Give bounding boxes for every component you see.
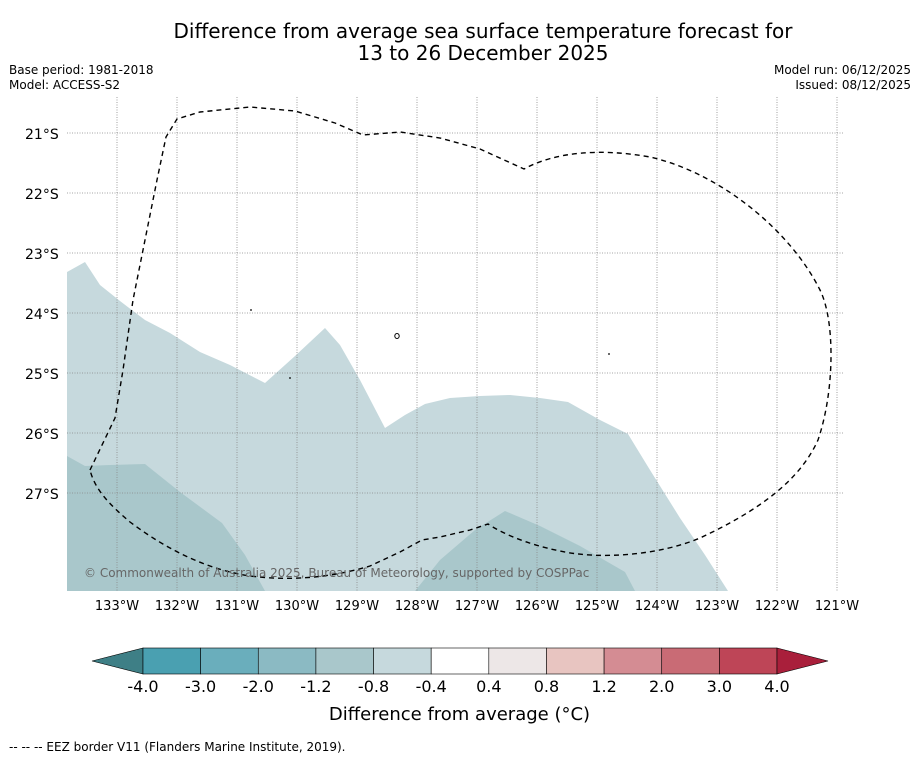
anomaly-region-dark-west — [67, 456, 265, 591]
colorbar-segment — [488, 647, 547, 675]
lon-label: 122°W — [755, 599, 799, 614]
lon-label: 123°W — [695, 599, 739, 614]
colorbar-tick-label: -4.0 — [127, 677, 158, 696]
lon-label: 129°W — [335, 599, 379, 614]
colorbar-tick-label: -2.0 — [243, 677, 274, 696]
colorbar-extend-low — [91, 647, 144, 675]
lat-label: 23°S — [25, 247, 59, 263]
colorbar-tick-label: 1.2 — [591, 677, 616, 696]
colorbar-segment — [430, 647, 490, 675]
colorbar-tick-label: -0.8 — [358, 677, 389, 696]
colorbar-extend-high — [776, 647, 829, 675]
colorbar-segment — [373, 647, 432, 675]
colorbar-tick-label: 0.8 — [534, 677, 559, 696]
copyright-text: © Commonwealth of Australia 2025, Bureau… — [84, 566, 589, 580]
anomaly-region-light — [67, 262, 728, 591]
colorbar-segment — [142, 647, 201, 675]
colorbar-tick-label: -3.0 — [185, 677, 216, 696]
lon-label: 127°W — [455, 599, 499, 614]
lon-label: 126°W — [515, 599, 559, 614]
lon-label: 130°W — [275, 599, 319, 614]
colorbar-labels: -4.0 -3.0 -2.0 -1.2 -0.8 -0.4 0.4 0.8 1.2 2.0 3.0 4… — [127, 677, 789, 696]
lon-label: 128°W — [395, 599, 439, 614]
island — [289, 377, 291, 379]
map-title-line1: Difference from average sea surface temp… — [173, 19, 793, 43]
island — [250, 309, 252, 311]
issued-text: Issued: 08/12/2025 — [795, 78, 911, 92]
colorbar-tick-label: 4.0 — [764, 677, 789, 696]
lon-labels: 133°W 132°W 131°W 130°W 129°W 128°W 127°… — [95, 599, 859, 614]
lat-label: 25°S — [25, 367, 59, 383]
lat-label: 26°S — [25, 427, 59, 443]
meta-right: Model run: 06/12/2025 Issued: 08/12/2025 — [774, 63, 911, 93]
lon-label: 121°W — [815, 599, 859, 614]
lon-label: 124°W — [635, 599, 679, 614]
footnote: -- -- -- EEZ border V11 (Flanders Marine… — [9, 740, 346, 754]
colorbar-segment — [315, 647, 374, 675]
lat-labels: 21°S 22°S 23°S 24°S 25°S 26°S 27°S — [25, 127, 59, 503]
lon-label: 133°W — [95, 599, 139, 614]
map-area: © Commonwealth of Australia 2025, Bureau… — [67, 97, 843, 591]
lat-label: 22°S — [25, 187, 59, 203]
colorbar-title: Difference from average (°C) — [328, 704, 591, 725]
colorbar-segment — [661, 647, 720, 675]
colorbar-tick-label: -0.4 — [416, 677, 447, 696]
map-title-line2: 13 to 26 December 2025 — [357, 41, 609, 65]
map-figure: © Commonwealth of Australia 2025, Bureau… — [25, 97, 859, 696]
colorbar-tick-label: 0.4 — [476, 677, 501, 696]
colorbar-segment — [257, 647, 317, 675]
island — [608, 353, 610, 355]
model-text: Model: ACCESS-S2 — [9, 78, 121, 92]
lon-label: 132°W — [155, 599, 199, 614]
colorbar-tick-label: 3.0 — [707, 677, 732, 696]
colorbar-segment — [603, 647, 663, 675]
colorbar-tick-label: 2.0 — [649, 677, 674, 696]
lon-label: 131°W — [215, 599, 259, 614]
lat-label: 24°S — [25, 307, 59, 323]
colorbar-tick-label: -1.2 — [300, 677, 331, 696]
anomaly-region-dark-south — [415, 511, 635, 591]
colorbar — [91, 647, 829, 675]
meta-left: Base period: 1981-2018 Model: ACCESS-S2 — [9, 63, 154, 93]
base-period-text: Base period: 1981-2018 — [9, 63, 154, 77]
lat-label: 27°S — [25, 487, 59, 503]
island — [394, 333, 400, 339]
model-run-text: Model run: 06/12/2025 — [773, 63, 911, 77]
colorbar-segment — [546, 647, 605, 675]
graticule — [67, 97, 843, 591]
colorbar-segment — [200, 647, 259, 675]
lat-label: 21°S — [25, 127, 59, 143]
lon-label: 125°W — [575, 599, 619, 614]
colorbar-segment — [719, 647, 778, 675]
